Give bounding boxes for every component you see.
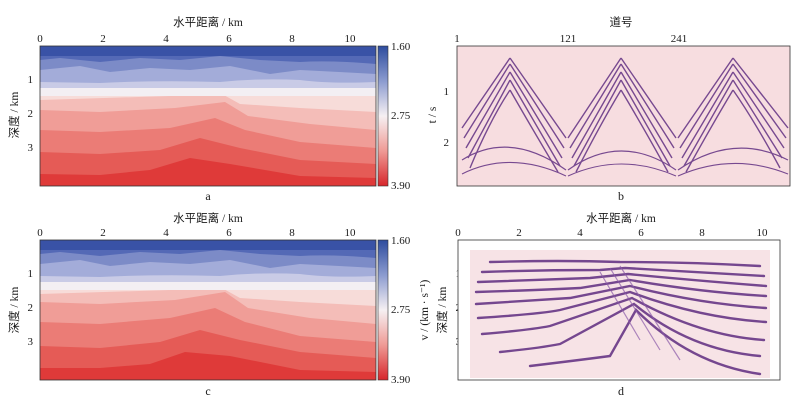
x-tick-label: 10 — [345, 33, 357, 45]
panel-a-y-ticks: 1 2 3 — [28, 74, 34, 154]
panel-c-y-ticks: 1 2 3 — [28, 268, 34, 348]
velocity-model-a — [39, 45, 377, 187]
x-tick-label: 8 — [289, 33, 295, 45]
x-tick-label: 2 — [100, 33, 106, 45]
x-tick-label: 121 — [560, 33, 577, 45]
x-tick-label: 8 — [289, 227, 295, 239]
colorbar-a: 1.60 2.75 3.90 — [377, 41, 411, 192]
panel-d-caption: d — [618, 384, 624, 398]
x-tick-label: 2 — [516, 227, 522, 239]
x-tick-label: 10 — [345, 227, 357, 239]
x-tick-label: 2 — [100, 227, 106, 239]
y-tick-label: 2 — [444, 137, 450, 149]
colorbar-label: v / (km · s⁻¹) — [419, 280, 431, 341]
panel-d-y-label: 深度 / km — [435, 287, 449, 334]
panel-b-caption: b — [618, 189, 624, 203]
shot-gathers — [456, 45, 791, 187]
panel-a-y-label: 深度 / km — [7, 92, 21, 139]
colorbar-tick: 1.60 — [391, 235, 411, 247]
colorbar-tick: 2.75 — [391, 304, 411, 316]
y-tick-label: 1 — [444, 86, 450, 98]
panel-d: 水平距离 / km 0 2 4 6 8 10 1 2 3 深度 / km — [435, 211, 781, 398]
migrated-image — [457, 239, 781, 381]
x-tick-label: 8 — [699, 227, 705, 239]
x-tick-label: 4 — [163, 33, 169, 45]
colorbar-tick: 2.75 — [391, 110, 411, 122]
x-tick-label: 6 — [226, 33, 232, 45]
x-tick-label: 1 — [454, 33, 460, 45]
colorbar-c: 1.60 2.75 3.90 — [377, 235, 411, 386]
y-tick-label: 2 — [28, 302, 34, 314]
panel-c-x-ticks: 0 2 4 6 8 10 — [37, 227, 356, 239]
y-tick-label: 1 — [28, 74, 34, 86]
x-tick-label: 0 — [37, 33, 43, 45]
panel-c: 水平距离 / km 0 2 4 6 8 10 1 2 3 深度 / km — [7, 211, 431, 398]
panel-a-x-ticks: 0 2 4 6 8 10 — [37, 33, 356, 45]
panel-a: 水平距离 / km 0 2 4 6 8 10 1 2 3 深度 / km — [7, 15, 411, 203]
colorbar-tick: 3.90 — [391, 374, 411, 386]
y-tick-label: 1 — [28, 268, 34, 280]
x-tick-label: 0 — [37, 227, 43, 239]
y-tick-label: 3 — [28, 142, 34, 154]
x-tick-label: 6 — [226, 227, 232, 239]
x-tick-label: 6 — [638, 227, 644, 239]
panel-c-y-label: 深度 / km — [7, 287, 21, 334]
panel-d-x-ticks: 0 2 4 6 8 10 — [455, 227, 768, 239]
velocity-model-c — [39, 239, 377, 381]
panel-c-top-label: 水平距离 / km — [173, 211, 243, 225]
panel-b-top-label: 道号 — [610, 15, 633, 29]
panel-a-top-label: 水平距离 / km — [173, 15, 243, 29]
y-tick-label: 2 — [28, 108, 34, 120]
x-tick-label: 241 — [671, 33, 688, 45]
x-tick-label: 4 — [163, 227, 169, 239]
panel-b: 道号 1 121 241 1 2 t / s — [427, 15, 791, 203]
colorbar-tick: 3.90 — [391, 180, 411, 192]
panel-b-y-label: t / s — [427, 106, 439, 123]
panel-d-top-label: 水平距离 / km — [586, 211, 656, 225]
colorbar-tick: 1.60 — [391, 41, 411, 53]
x-tick-label: 4 — [577, 227, 583, 239]
y-tick-label: 3 — [28, 336, 34, 348]
panel-c-caption: c — [205, 384, 210, 398]
panel-a-caption: a — [205, 189, 211, 203]
x-tick-label: 10 — [757, 227, 769, 239]
x-tick-label: 0 — [455, 227, 461, 239]
